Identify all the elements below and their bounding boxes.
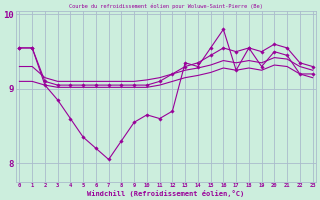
- Title: Courbe du refroidissement éolien pour Woluwe-Saint-Pierre (Be): Courbe du refroidissement éolien pour Wo…: [69, 3, 263, 9]
- X-axis label: Windchill (Refroidissement éolien,°C): Windchill (Refroidissement éolien,°C): [87, 190, 245, 197]
